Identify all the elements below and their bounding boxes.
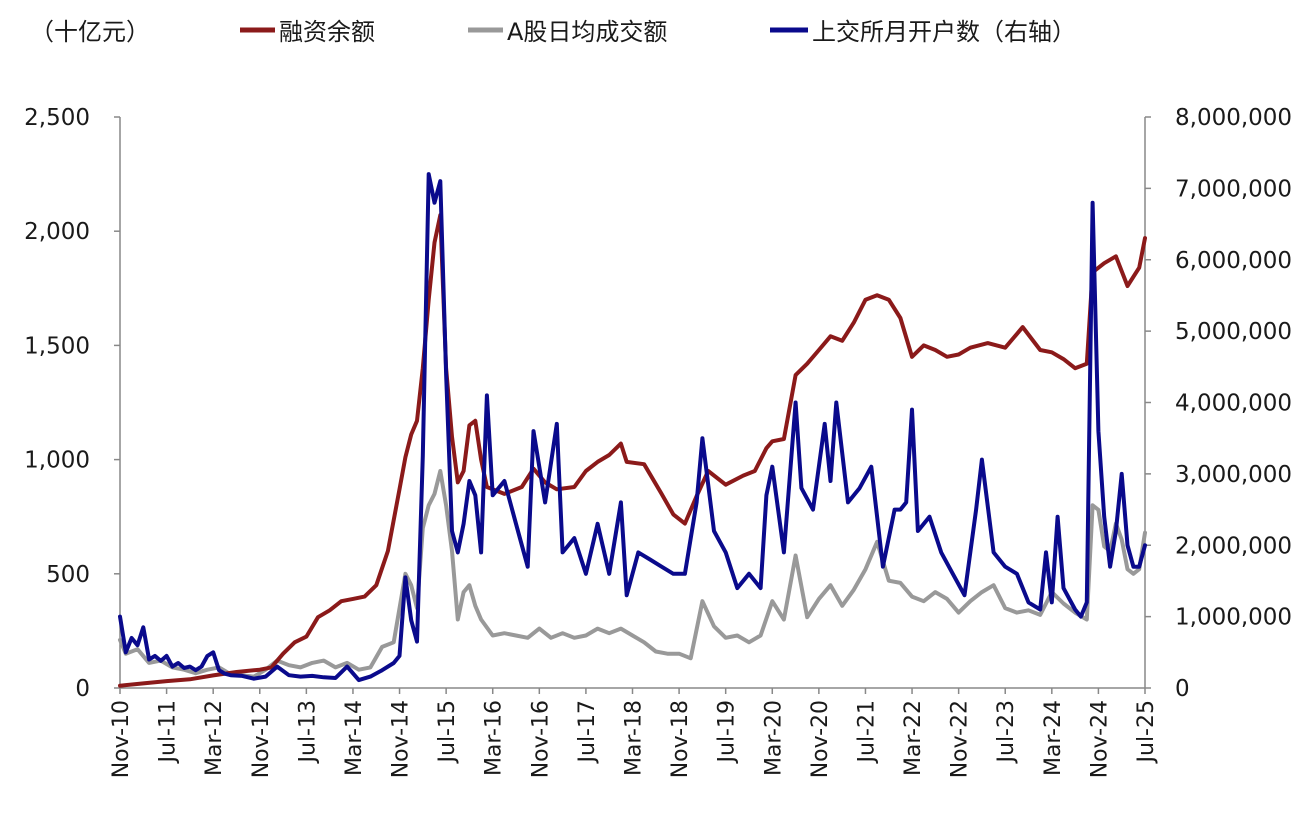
x-tick-label: Jul-13 bbox=[295, 700, 320, 764]
x-tick-label: Nov-18 bbox=[668, 700, 693, 778]
x-tick-label: Jul-17 bbox=[575, 700, 600, 764]
x-tick-label: Jul-15 bbox=[435, 700, 460, 764]
y-left-tick-label: 2,500 bbox=[24, 105, 90, 131]
series-layer bbox=[118, 172, 1147, 688]
y-left-tick-label: 1,000 bbox=[24, 448, 90, 474]
x-tick-label: Mar-18 bbox=[622, 700, 647, 776]
y-right-tick-label: 3,000,000 bbox=[1175, 462, 1292, 488]
y-right-tick-label: 5,000,000 bbox=[1175, 319, 1292, 345]
y-left-tick-label: 0 bbox=[75, 676, 90, 702]
x-tick-label: Nov-12 bbox=[249, 700, 274, 778]
x-tick-label: Mar-16 bbox=[482, 700, 507, 776]
x-tick-label: Mar-14 bbox=[342, 700, 367, 776]
x-tick-label: Nov-20 bbox=[808, 700, 833, 778]
y-left-tick-label: 1,500 bbox=[24, 333, 90, 359]
margin-balance-line bbox=[118, 213, 1147, 688]
legend-label-margin-balance: 融资余额 bbox=[279, 18, 375, 46]
x-tick-label: Mar-20 bbox=[761, 700, 786, 776]
y-left-tick-label: 2,000 bbox=[24, 219, 90, 245]
x-tick-label: Nov-16 bbox=[528, 700, 553, 778]
legend-label-daily-turnover: A股日均成交额 bbox=[507, 18, 667, 46]
daily-turnover-line bbox=[118, 469, 1147, 679]
x-tick-label: Mar-12 bbox=[202, 700, 227, 776]
y-right-tick-label: 0 bbox=[1175, 676, 1190, 702]
x-tick-label: Jul-11 bbox=[156, 700, 181, 764]
y-right-tick-label: 4,000,000 bbox=[1175, 391, 1292, 417]
x-tick-label: Nov-22 bbox=[948, 700, 973, 778]
axes: 0 500 1,000 1,500 2,000 2,500 0 1,000,000 2,000,… bbox=[24, 105, 1292, 778]
x-tick-label: Jul-19 bbox=[715, 700, 740, 764]
legend: （十亿元） 融资余额 A股日均成交额 上交所月开户数（右轴） bbox=[30, 18, 1076, 46]
y-right-tick-label: 7,000,000 bbox=[1175, 176, 1292, 202]
y-left-tick-label: 500 bbox=[46, 562, 90, 588]
legend-label-new-accounts: 上交所月开户数（右轴） bbox=[812, 18, 1076, 46]
unit-label: （十亿元） bbox=[30, 18, 150, 46]
x-tick-label: Nov-14 bbox=[389, 700, 414, 778]
x-tick-label: Mar-22 bbox=[901, 700, 926, 776]
y-right-tick-label: 2,000,000 bbox=[1175, 533, 1292, 559]
y-right-tick-label: 8,000,000 bbox=[1175, 105, 1292, 131]
x-tick-label: Jul-21 bbox=[854, 700, 879, 764]
x-tick-label: Jul-25 bbox=[1134, 700, 1159, 764]
x-tick-label: Nov-10 bbox=[109, 700, 134, 778]
x-tick-label: Nov-24 bbox=[1087, 700, 1112, 778]
y-right-tick-label: 6,000,000 bbox=[1175, 248, 1292, 274]
x-tick-label: Mar-24 bbox=[1041, 700, 1066, 776]
x-tick-label: Jul-23 bbox=[994, 700, 1019, 764]
y-right-tick-label: 1,000,000 bbox=[1175, 605, 1292, 631]
new-accounts-line bbox=[118, 172, 1147, 683]
